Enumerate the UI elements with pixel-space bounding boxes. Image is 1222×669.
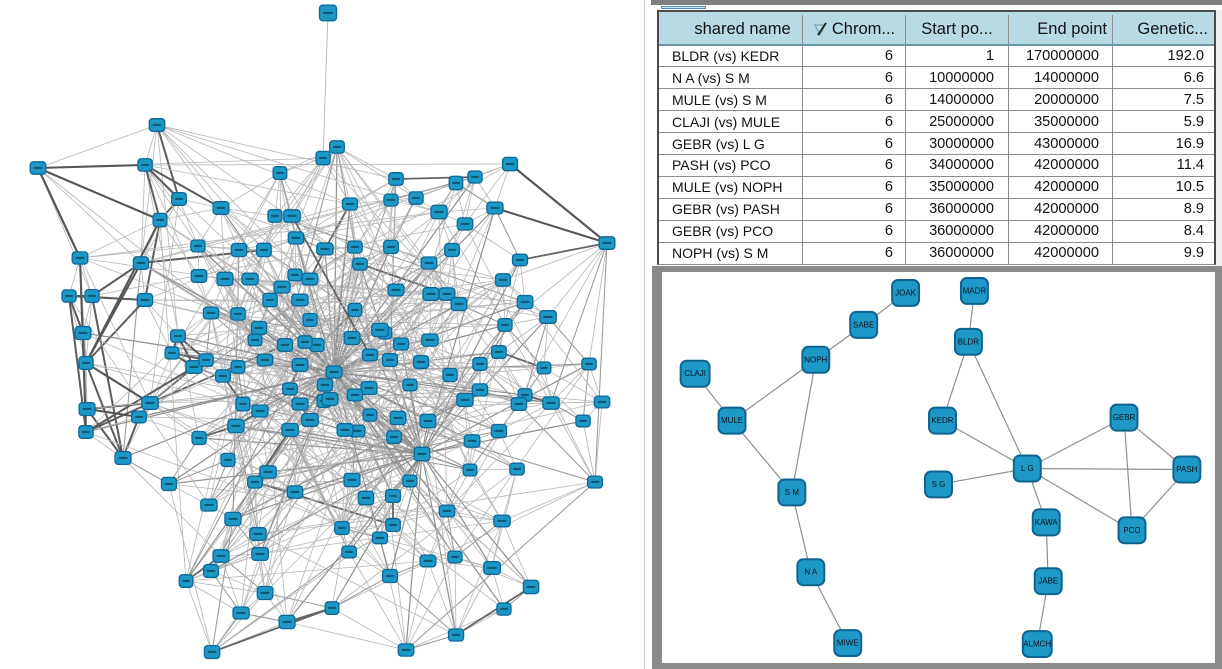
- svg-text:CLAJI: CLAJI: [684, 369, 706, 378]
- svg-text:N A: N A: [804, 568, 818, 577]
- svg-text:BLDR: BLDR: [958, 337, 980, 346]
- svg-text:SABE: SABE: [853, 320, 874, 329]
- svg-text:MULE: MULE: [721, 416, 743, 425]
- svg-text:JABE: JABE: [1038, 577, 1058, 586]
- svg-text:NOPH: NOPH: [804, 355, 827, 364]
- svg-text:PASH: PASH: [1176, 465, 1197, 474]
- svg-text:KAWA: KAWA: [1035, 518, 1059, 527]
- svg-text:MIWE: MIWE: [837, 639, 859, 648]
- svg-text:S M: S M: [785, 488, 799, 497]
- svg-text:PCO: PCO: [1123, 526, 1140, 535]
- svg-text:S G: S G: [932, 480, 946, 489]
- svg-text:GEBR: GEBR: [1113, 413, 1136, 422]
- svg-text:ALMCH: ALMCH: [1023, 640, 1051, 649]
- svg-text:MADR: MADR: [963, 286, 987, 295]
- svg-text:KEDR: KEDR: [931, 416, 953, 425]
- svg-text:JOAK: JOAK: [895, 288, 916, 297]
- svg-text:L G: L G: [1021, 464, 1034, 473]
